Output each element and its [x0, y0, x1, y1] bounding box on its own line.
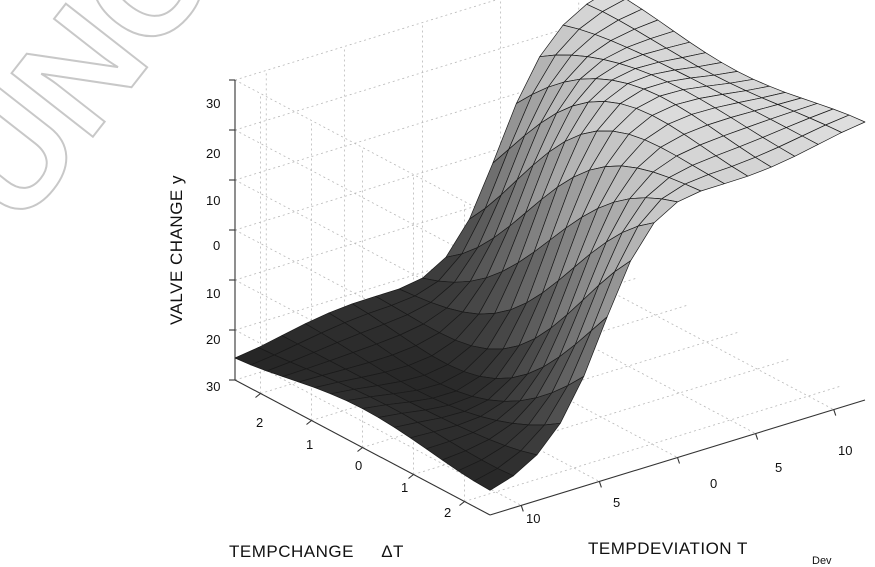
x-tick — [408, 474, 414, 479]
surface-patch — [473, 468, 514, 491]
y-tick — [833, 409, 837, 416]
z-tick-label: 20 — [206, 332, 220, 347]
y-axis-title-text: TEMPDEVIATION T — [588, 539, 748, 558]
x-tick-label: 2 — [444, 505, 451, 520]
x-tick-label: 1 — [401, 480, 408, 495]
grid-line — [234, 129, 491, 266]
x-tick — [459, 501, 465, 506]
y-tick-label: 5 — [775, 460, 782, 475]
grid-line — [464, 386, 840, 502]
grid-line — [422, 322, 678, 458]
y-tick — [755, 433, 759, 440]
grid-line — [578, 274, 834, 410]
z-tick-label: 30 — [206, 379, 220, 394]
y-tick — [676, 457, 681, 464]
x-tick — [357, 447, 363, 452]
y-axis-subscript: Dev — [812, 555, 832, 567]
x-axis-symbol: ΔT — [381, 542, 404, 561]
y-tick — [598, 481, 602, 488]
x-tick-label: 1 — [306, 437, 313, 452]
y-tick-label: 0 — [710, 476, 717, 491]
grid-line — [500, 298, 756, 434]
x-tick — [306, 420, 312, 425]
z-tick-label: 10 — [206, 286, 220, 301]
y-tick-label: 10 — [838, 443, 852, 458]
z-tick-label: 20 — [206, 146, 220, 161]
y-axis-title: TEMPDEVIATION T — [588, 539, 748, 558]
x-tick-label: 2 — [256, 415, 263, 430]
x-axis-title-text: TEMPCHANGE — [229, 542, 354, 561]
tick-labels: 30 20 10 0 10 20 30 2 1 0 1 2 10 5 0 5 1… — [206, 96, 852, 526]
y-tick — [520, 505, 524, 512]
z-axis-label: VALVE CHANGE y — [167, 175, 186, 325]
grid-line — [234, 0, 498, 81]
grid-line — [344, 346, 600, 482]
z-tick-label: 0 — [213, 238, 220, 253]
y-tick-label: 5 — [613, 495, 620, 510]
z-tick-label: 30 — [206, 96, 220, 111]
z-tick-label: 10 — [206, 193, 220, 208]
y-tick-label: 10 — [526, 511, 540, 526]
grid-line — [234, 79, 491, 216]
x-axis-title: TEMPCHANGE ΔT — [229, 542, 404, 561]
x-tick — [255, 393, 261, 398]
z-axis-title: VALVE CHANGE y — [167, 175, 186, 325]
surface-mesh — [234, 0, 866, 491]
x-tick-label: 0 — [355, 458, 362, 473]
